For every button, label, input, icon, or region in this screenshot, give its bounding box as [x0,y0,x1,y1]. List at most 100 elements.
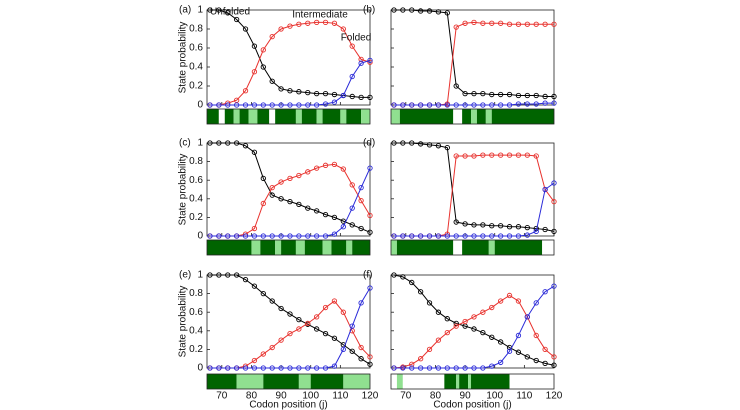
data-point [287,88,293,94]
data-point [435,143,442,149]
data-point [251,149,258,155]
data-point [417,365,424,371]
sequence-segment [298,374,311,389]
data-point [506,21,513,27]
sequence-segment [462,109,472,124]
data-point [533,21,539,27]
data-point [367,212,373,219]
data-point [287,311,293,317]
data-point [305,320,311,327]
y-tick-label: 0.4 [189,325,203,336]
data-point [349,182,355,188]
data-point [453,320,459,327]
sequence-segment [352,240,370,255]
data-point [515,332,522,339]
sequence-segment [462,240,489,255]
sequence-segment [295,109,302,124]
data-point [242,102,249,108]
data-point [489,233,495,239]
data-point [207,233,213,239]
data-point [340,224,346,230]
data-point [314,326,320,332]
y-tick-label: 0.4 [189,193,203,204]
data-point [551,198,557,205]
data-point [305,205,311,211]
series-line [393,294,555,369]
data-point [515,349,522,355]
data-point [426,8,433,14]
data-point [349,43,355,49]
data-point [314,314,320,320]
data-point [489,20,495,26]
data-point [515,92,522,99]
data-point [296,172,302,179]
data-point [551,354,557,360]
data-point [278,26,284,32]
data-point [260,64,266,70]
data-point [542,226,548,233]
strip-frame [390,108,555,125]
data-point [322,90,329,97]
data-point [340,92,346,99]
data-point [287,23,293,29]
y-tick-label: 0.2 [189,344,203,355]
strip-frame [206,239,371,256]
data-point [444,233,450,239]
data-point [296,21,302,27]
data-point [426,346,433,353]
sequence-segment [281,240,296,255]
data-point [444,330,450,336]
data-point [551,180,557,186]
data-point [340,26,346,32]
data-point [498,298,504,304]
data-point [506,348,513,354]
y-axis-label: State probability [178,286,189,358]
data-point [296,316,302,323]
data-point [242,233,249,239]
x-tick-label: 120 [362,391,379,402]
data-point [524,101,530,107]
data-point [542,100,548,106]
data-point [426,300,433,306]
data-point [417,356,424,362]
data-point [242,276,249,283]
sequence-segment [471,374,510,389]
data-point [251,365,258,371]
panel-label: (a) [179,5,191,16]
data-point [426,365,433,371]
data-point [462,153,468,159]
sequence-segment [391,109,400,124]
data-point [322,211,329,218]
y-tick-label: 0.2 [189,81,203,92]
y-tick-label: 0 [197,231,203,242]
sequence-segment [295,240,305,255]
data-point [207,272,213,278]
data-point [524,354,530,360]
data-point [489,334,495,340]
data-point [471,365,477,371]
data-point [480,365,486,371]
sequence-segment [361,109,370,124]
sequence-segment [346,240,353,255]
data-point [409,361,415,367]
data-point [524,314,530,320]
data-point [358,300,364,306]
data-point [305,102,311,108]
data-point [269,298,275,304]
data-point [242,365,249,371]
data-point [278,196,284,202]
data-point [225,365,231,371]
sequence-segment [402,374,445,389]
sequence-segment [391,374,397,389]
data-point [489,152,495,158]
data-point [480,20,486,26]
data-point [480,222,486,228]
sequence-segment [322,240,332,255]
data-point [462,20,468,26]
data-point [524,21,530,27]
data-point [533,357,539,364]
data-point [233,16,240,23]
data-point [233,140,240,146]
data-point [367,94,373,101]
